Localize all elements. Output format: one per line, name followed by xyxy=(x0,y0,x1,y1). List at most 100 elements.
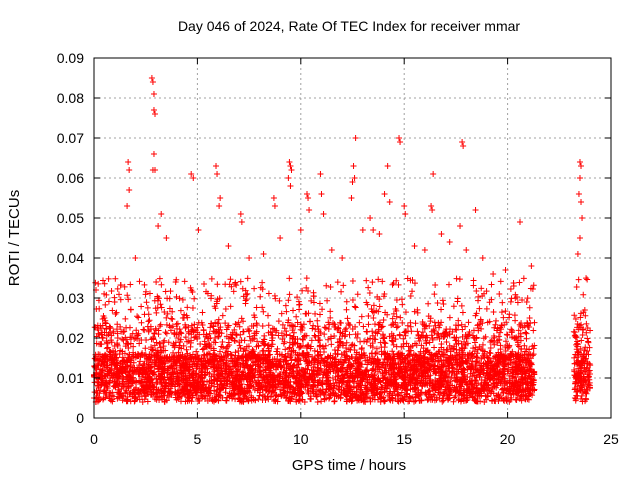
data-point xyxy=(120,374,127,381)
data-point xyxy=(174,320,181,327)
data-point xyxy=(165,339,172,346)
data-point xyxy=(112,348,119,355)
data-point xyxy=(490,380,497,387)
data-point xyxy=(142,291,149,298)
data-point xyxy=(504,344,511,351)
data-point xyxy=(373,345,380,352)
data-point xyxy=(271,292,278,299)
data-point xyxy=(146,317,153,324)
data-point xyxy=(293,313,300,320)
data-point xyxy=(381,344,388,351)
data-point xyxy=(117,282,124,289)
data-point xyxy=(184,314,191,321)
data-point xyxy=(510,359,517,366)
data-point xyxy=(163,370,170,377)
data-point xyxy=(309,325,316,332)
data-point xyxy=(100,277,107,284)
data-point xyxy=(344,315,351,322)
data-point xyxy=(176,295,183,302)
data-point xyxy=(189,305,196,312)
data-point xyxy=(380,293,387,300)
data-point xyxy=(369,279,376,286)
data-point xyxy=(319,306,326,313)
data-point xyxy=(96,357,103,364)
data-point xyxy=(259,304,266,311)
data-point xyxy=(265,290,272,297)
data-point xyxy=(274,345,281,352)
data-point xyxy=(424,356,431,363)
data-point xyxy=(479,341,486,348)
data-point xyxy=(96,305,103,312)
data-point xyxy=(505,367,512,374)
data-point xyxy=(473,288,480,295)
data-point xyxy=(475,297,482,304)
data-point xyxy=(275,318,282,325)
data-point xyxy=(238,315,245,322)
data-point xyxy=(259,348,266,355)
data-point xyxy=(243,296,250,303)
data-point xyxy=(402,309,409,316)
data-point xyxy=(389,315,396,322)
data-point xyxy=(423,347,430,354)
data-point xyxy=(127,306,134,313)
data-point xyxy=(526,304,533,311)
data-point xyxy=(454,298,461,305)
data-point xyxy=(499,322,506,329)
data-point xyxy=(314,398,321,405)
data-point xyxy=(181,278,188,285)
data-point xyxy=(523,335,530,342)
data-point xyxy=(517,346,524,353)
data-point xyxy=(492,321,499,328)
data-point xyxy=(141,281,148,288)
data-point xyxy=(349,278,356,285)
data-point xyxy=(455,337,462,344)
data-point xyxy=(240,318,247,325)
data-point xyxy=(331,332,338,339)
data-point xyxy=(483,288,490,295)
data-point xyxy=(103,338,110,345)
data-point xyxy=(113,380,120,387)
data-point xyxy=(225,339,232,346)
data-point xyxy=(361,338,368,345)
data-point xyxy=(183,346,190,353)
data-point xyxy=(163,314,170,321)
data-point xyxy=(316,311,323,318)
data-point xyxy=(219,312,226,319)
data-point xyxy=(443,338,450,345)
data-point xyxy=(411,280,418,287)
data-point xyxy=(474,354,481,361)
data-point xyxy=(462,323,469,330)
data-point xyxy=(223,333,230,340)
data-point xyxy=(523,330,530,337)
data-point xyxy=(114,330,121,337)
data-point xyxy=(153,309,160,316)
data-point xyxy=(105,298,112,305)
data-point xyxy=(95,280,102,287)
data-point xyxy=(585,338,592,345)
data-point xyxy=(269,325,276,332)
data-point xyxy=(379,278,386,285)
data-point xyxy=(426,388,433,395)
data-point xyxy=(435,348,442,355)
data-point xyxy=(195,395,202,402)
data-point xyxy=(526,314,533,321)
data-point xyxy=(177,307,184,314)
data-point xyxy=(200,327,207,334)
data-point xyxy=(522,329,529,336)
data-point xyxy=(354,334,361,341)
data-point xyxy=(363,277,370,284)
data-point xyxy=(296,306,303,313)
data-point xyxy=(459,326,466,333)
data-point xyxy=(459,309,466,316)
data-point xyxy=(244,275,251,282)
data-point xyxy=(170,349,177,356)
data-point xyxy=(166,295,173,302)
data-point xyxy=(307,318,314,325)
data-point xyxy=(479,320,486,327)
data-points xyxy=(91,75,594,405)
data-point xyxy=(312,310,319,317)
data-point xyxy=(277,386,284,393)
data-point xyxy=(363,328,370,335)
data-point xyxy=(398,296,405,303)
data-point xyxy=(144,398,151,405)
